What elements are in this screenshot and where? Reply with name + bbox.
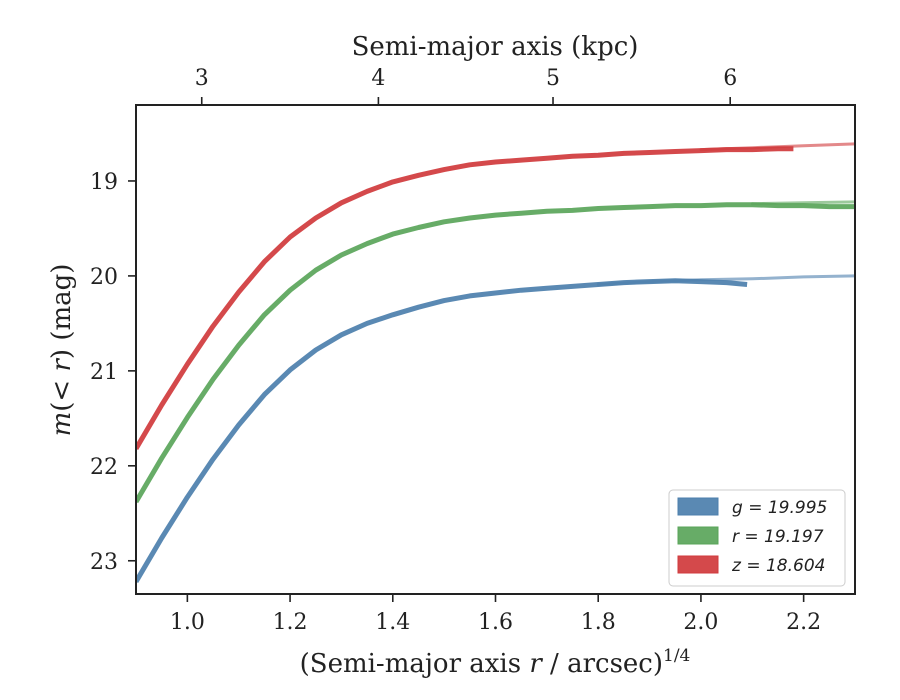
ticks-layer: 1.0 1.2 1.4 1.6 1.8 2.0 2.2 19 20 21 22 23 3 4 5 6	[90, 66, 821, 635]
legend-label-g: g = 19.995	[732, 498, 827, 518]
series-r-line	[136, 202, 855, 504]
x-axis-title: (Semi-major axis r / arcsec)1/4	[300, 646, 691, 679]
series-layer	[136, 142, 855, 583]
y-axis-title-pre: (<	[47, 372, 77, 412]
y-axis-title-m: m	[47, 412, 77, 437]
y-axis-title-var: r	[47, 358, 77, 372]
legend: g = 19.995 r = 19.197 z = 18.604	[668, 489, 846, 587]
x-axis-title-sup: 1/4	[663, 646, 690, 666]
x-tick-label: 2.2	[786, 610, 821, 635]
x-tick-label: 2.0	[683, 610, 718, 635]
legend-swatch-z	[677, 555, 719, 574]
y-tick-label: 21	[90, 360, 118, 385]
top-x-tick-label: 3	[195, 66, 209, 91]
series-z-line	[136, 146, 794, 450]
legend-swatch-r	[677, 526, 719, 545]
top-x-tick-label: 4	[371, 66, 385, 91]
top-x-tick-label: 6	[723, 66, 737, 91]
legend-label-r: r = 19.197	[732, 527, 824, 547]
y-axis-title: m(< r) (mag)	[47, 264, 77, 437]
x-tick-label: 1.2	[273, 610, 308, 635]
y-tick-label: 22	[90, 455, 118, 480]
legend-label-z: z = 18.604	[731, 556, 825, 576]
x-tick-label: 1.8	[581, 610, 616, 635]
y-tick-label: 20	[90, 265, 118, 290]
top-x-axis-title: Semi-major axis (kpc)	[352, 32, 639, 62]
x-axis-title-tail: / arcsec)	[542, 649, 663, 679]
x-tick-label: 1.6	[478, 610, 513, 635]
y-tick-label: 19	[90, 170, 118, 195]
y-tick-label: 23	[90, 550, 118, 575]
top-x-tick-label: 5	[546, 66, 560, 91]
series-g-line	[136, 278, 748, 583]
x-axis-title-var: r	[529, 649, 543, 679]
x-tick-label: 1.0	[170, 610, 205, 635]
x-tick-label: 1.4	[375, 610, 410, 635]
x-axis-title-head: (Semi-major axis	[300, 649, 530, 679]
y-axis-title-post: ) (mag)	[47, 264, 77, 360]
legend-swatch-g	[677, 497, 719, 516]
